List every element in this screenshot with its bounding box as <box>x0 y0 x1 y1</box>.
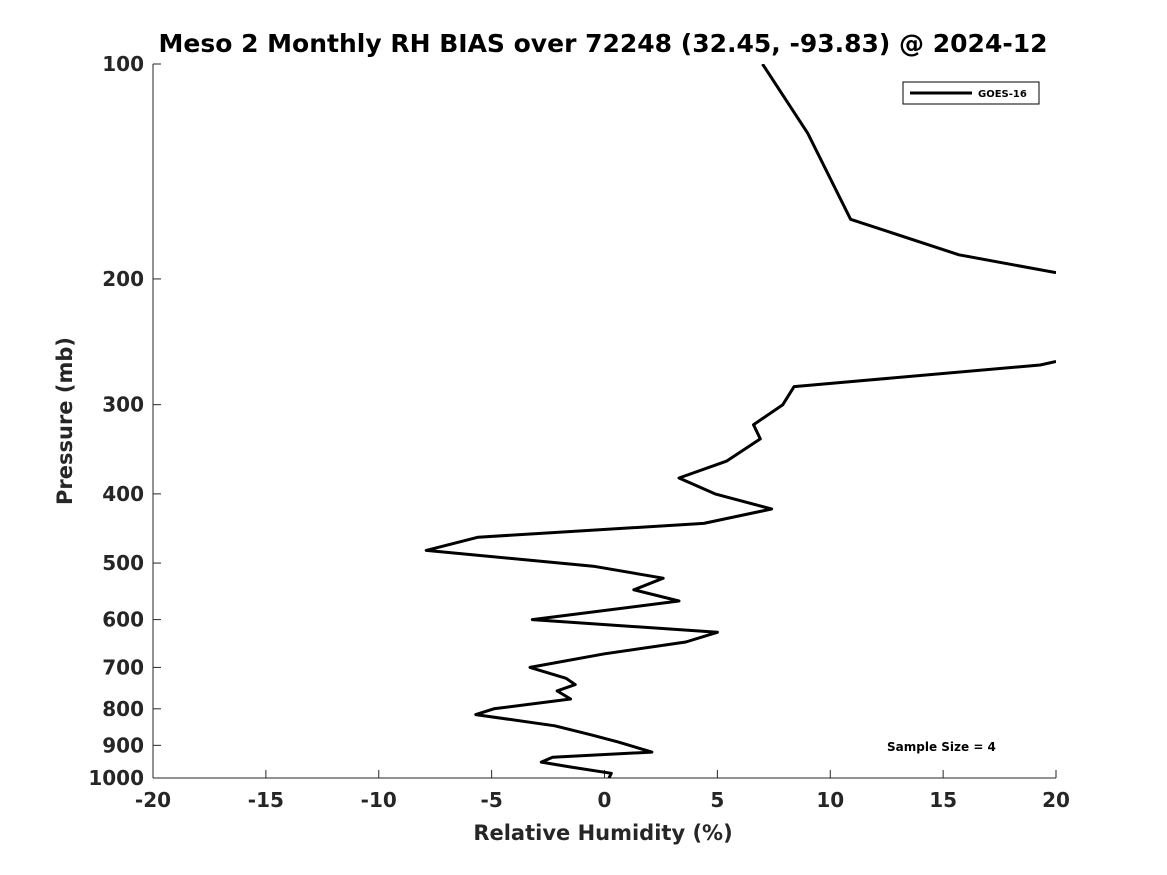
y-tick-label: 900 <box>102 733 144 757</box>
chart-title: Meso 2 Monthly RH BIAS over 72248 (32.45… <box>158 29 1047 58</box>
y-tick-label: 300 <box>102 393 144 417</box>
x-tick-label: 15 <box>929 788 957 812</box>
y-tick-label: 500 <box>102 551 144 575</box>
x-tick-label: 5 <box>710 788 724 812</box>
y-axis-label: Pressure (mb) <box>53 337 77 505</box>
x-tick-label: 20 <box>1042 788 1070 812</box>
y-tick-label: 800 <box>102 697 144 721</box>
y-tick-label: 400 <box>102 482 144 506</box>
x-tick-label: 10 <box>816 788 844 812</box>
x-tick-label: -10 <box>361 788 397 812</box>
y-tick-label: 100 <box>102 52 144 76</box>
series-line-goes-16-segment-1 <box>761 64 1056 275</box>
x-tick-label: 0 <box>598 788 612 812</box>
series-line-goes-16-segment-2 <box>424 360 1056 778</box>
x-axis-label: Relative Humidity (%) <box>473 821 732 845</box>
sample-size-annotation: Sample Size = 4 <box>887 740 996 754</box>
y-tick-label: 600 <box>102 608 144 632</box>
legend-label-goes-16: GOES-16 <box>978 89 1027 100</box>
legend: GOES-16 <box>902 81 1040 105</box>
y-tick-label: 200 <box>102 267 144 291</box>
x-tick-label: -20 <box>135 788 171 812</box>
plot-area: -20 -15 -10 -5 0 5 10 15 20 100 200 300 400 500 600 700… <box>88 52 1070 812</box>
y-tick-label: 1000 <box>88 766 144 790</box>
x-tick-label: -15 <box>248 788 284 812</box>
y-tick-label: 700 <box>102 655 144 679</box>
x-tick-label: -5 <box>481 788 503 812</box>
